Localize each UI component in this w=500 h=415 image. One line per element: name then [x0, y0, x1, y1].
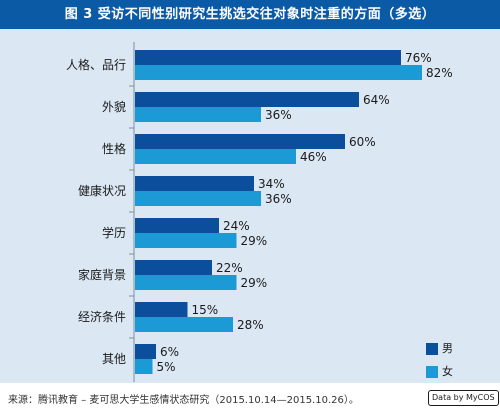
plot-panel: 人格、品行 76% 82% 外貌 64% 36% 性格 60% 46% 健康状况 34% 36% 学历 2…	[0, 29, 500, 383]
bar-female	[135, 359, 153, 374]
category-label: 健康状况	[78, 183, 126, 198]
data-label-female: 82%	[426, 66, 453, 80]
bar-female	[135, 149, 296, 164]
legend: 男 女	[426, 342, 486, 384]
category-label: 经济条件	[78, 309, 126, 324]
bar-male	[135, 260, 212, 275]
bar-male	[135, 176, 254, 191]
bar-male	[135, 92, 359, 107]
category-label: 其他	[102, 352, 126, 366]
data-label-female: 29%	[241, 234, 268, 248]
footer: 来源：腾讯教育 – 麦可思大学生感情状态研究（2015.10.14—2015.1…	[0, 383, 500, 415]
bar-female	[135, 275, 237, 290]
data-label-female: 28%	[237, 318, 264, 332]
bar-female	[135, 233, 237, 248]
data-label-male: 60%	[349, 135, 376, 149]
category-label: 性格	[102, 141, 126, 156]
source-note: 来源：腾讯教育 – 麦可思大学生感情状态研究（2015.10.14—2015.1…	[8, 395, 359, 406]
category-label: 学历	[102, 225, 126, 240]
legend-label-male: 男	[442, 342, 453, 355]
data-label-female: 29%	[241, 276, 268, 290]
bar-female	[135, 107, 261, 122]
data-label-male: 15%	[192, 303, 219, 317]
data-label-male: 64%	[363, 93, 390, 107]
category-label: 外貌	[102, 99, 126, 114]
bar-chart: 人格、品行 76%82%外貌 64%36%性格 60%46%健康状况 34%36%学历 2…	[66, 42, 453, 382]
bar-female	[135, 191, 261, 206]
bar-female	[135, 65, 422, 80]
bar-male	[135, 344, 156, 359]
data-label-female: 5%	[157, 360, 176, 374]
bar-male	[135, 134, 345, 149]
chart-title: 图 3 受访不同性别研究生挑选交往对象时注重的方面（多选）	[0, 0, 500, 29]
data-badge: Data by MyCOS	[428, 390, 499, 406]
data-label-male: 34%	[258, 177, 285, 191]
data-label-male: 6%	[160, 345, 179, 359]
data-label-female: 36%	[265, 108, 292, 122]
bar-male	[135, 50, 401, 65]
legend-swatch-male	[426, 343, 438, 355]
data-label-male: 22%	[216, 261, 243, 275]
data-label-female: 36%	[265, 192, 292, 206]
category-label: 家庭背景	[78, 267, 126, 282]
legend-swatch-female	[426, 366, 438, 378]
bar-female	[135, 317, 233, 332]
bar-male	[135, 218, 219, 233]
legend-label-female: 女	[442, 365, 453, 378]
data-label-male: 24%	[223, 219, 250, 233]
data-label-male: 76%	[405, 51, 432, 65]
data-label-female: 46%	[300, 150, 327, 164]
category-label: 人格、品行	[66, 57, 126, 72]
bar-male	[135, 302, 188, 317]
